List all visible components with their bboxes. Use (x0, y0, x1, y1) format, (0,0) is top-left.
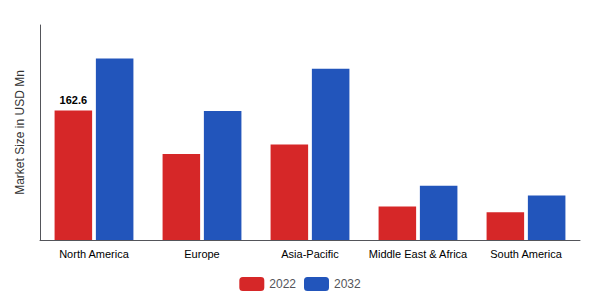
svg-text:2032: 2032 (334, 277, 361, 291)
svg-text:South America: South America (490, 248, 562, 260)
svg-text:Middle East & Africa: Middle East & Africa (369, 248, 468, 260)
svg-text:Market Size in USD Mn: Market Size in USD Mn (13, 70, 27, 195)
svg-text:North America: North America (59, 248, 130, 260)
svg-text:Asia-Pacific: Asia-Pacific (281, 248, 339, 260)
svg-text:Europe: Europe (184, 248, 219, 260)
svg-text:2022: 2022 (269, 277, 296, 291)
svg-text:162.6: 162.6 (60, 94, 88, 106)
